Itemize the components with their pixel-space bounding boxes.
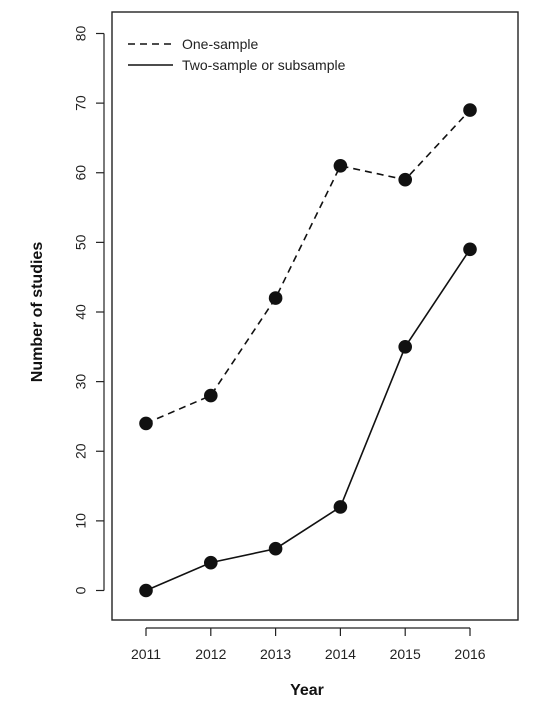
y-tick-label-40: 40 [73, 304, 89, 320]
point-series-0-2012 [204, 388, 218, 403]
point-series-0-2011 [139, 416, 153, 431]
series-line-0 [145, 109, 471, 425]
y-tick-label-10: 10 [73, 513, 89, 529]
point-series-1-2012 [204, 555, 218, 570]
point-series-0-2013 [268, 291, 283, 305]
x-axis-title: Year [290, 682, 324, 699]
legend: One-sample Two-sample or subsample [128, 36, 346, 73]
point-series-0-2015 [398, 172, 413, 187]
y-tick-label-0: 0 [73, 586, 89, 594]
y-axis-ticks: 0 10 20 30 40 50 60 70 80 [73, 26, 104, 594]
y-tick-label-50: 50 [73, 234, 89, 250]
x-tick-label-2015: 2015 [390, 646, 421, 662]
x-tick-label-2014: 2014 [325, 646, 356, 662]
y-tick-label-80: 80 [73, 26, 89, 42]
legend-one-sample-label: One-sample [182, 36, 258, 52]
y-tick-label-20: 20 [73, 443, 89, 459]
y-tick-label-30: 30 [73, 374, 89, 390]
point-series-1-2013 [268, 541, 283, 556]
plot-frame [111, 11, 519, 621]
x-tick-label-2013: 2013 [260, 646, 291, 662]
x-tick-label-2016: 2016 [454, 646, 485, 662]
point-series-0-2014 [333, 158, 348, 173]
y-axis-title: Number of studies [29, 242, 46, 383]
point-series-1-2011 [139, 583, 153, 598]
point-series-1-2014 [333, 500, 348, 514]
legend-two-sample-label: Two-sample or subsample [182, 57, 346, 73]
y-tick-label-70: 70 [73, 95, 89, 111]
x-axis-ticks: 2011 2012 2013 2014 2015 2016 [131, 628, 486, 662]
series-points [139, 103, 477, 598]
series-lines [145, 109, 471, 592]
series-line-1 [145, 248, 471, 592]
point-series-1-2016 [463, 242, 477, 257]
y-tick-label-60: 60 [73, 165, 89, 181]
x-tick-label-2012: 2012 [195, 646, 226, 662]
x-tick-label-2011: 2011 [131, 646, 161, 662]
point-series-0-2016 [463, 103, 477, 117]
point-series-1-2015 [398, 340, 413, 354]
